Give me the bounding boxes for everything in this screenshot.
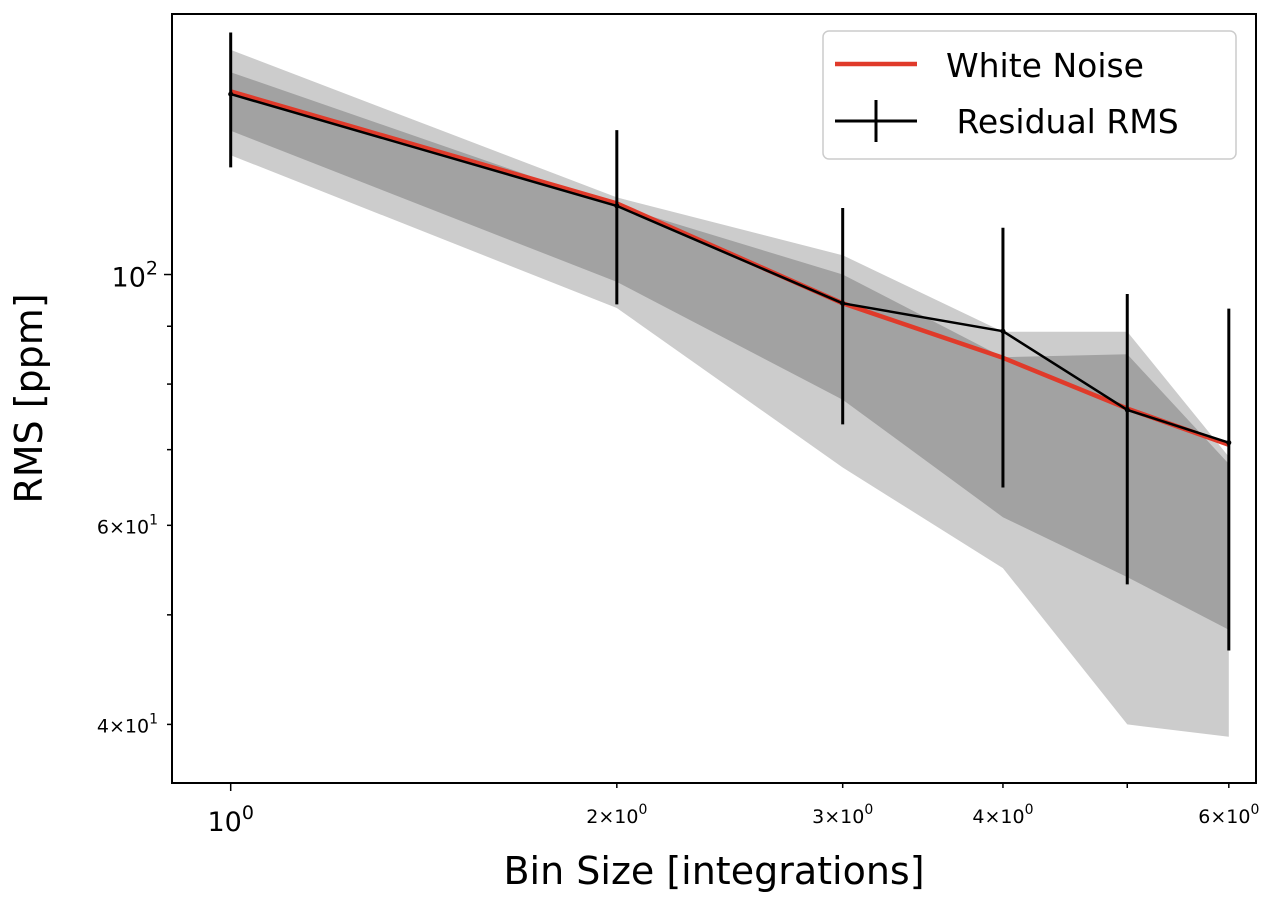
data-point-3 xyxy=(840,300,846,306)
data-point-2 xyxy=(614,203,620,209)
x-tick-label: 3×100 xyxy=(812,802,873,828)
y-axis-label: RMS [ppm] xyxy=(7,293,51,503)
plot-frame xyxy=(171,13,1257,784)
axis-ticks: 100 2×100 3×100 4×100 6×100 102 6×101 4×101 xyxy=(97,258,1260,838)
confidence-bands xyxy=(230,49,1229,737)
x-tick-label: 2×100 xyxy=(586,802,647,828)
y-tick-label: 6×101 xyxy=(97,512,158,538)
legend-box xyxy=(822,30,1237,160)
data-point-5 xyxy=(1124,407,1130,413)
y-tick-label: 4×101 xyxy=(97,711,158,737)
band-inner xyxy=(230,72,1229,630)
data-point-1 xyxy=(228,91,234,97)
x-tick-label: 6×100 xyxy=(1198,802,1259,828)
x-tick-label: 4×100 xyxy=(972,802,1033,828)
legend-white-noise-label: White Noise xyxy=(946,46,1144,85)
y-tick-label: 102 xyxy=(112,258,158,294)
legend: White Noise Residual RMS xyxy=(822,30,1237,160)
data-point-6 xyxy=(1226,440,1232,446)
legend-residual-rms-label: Residual RMS xyxy=(946,102,1179,141)
x-axis-label: Bin Size [integrations] xyxy=(503,849,924,893)
series-residual-rms-line xyxy=(230,92,1230,444)
data-point-4 xyxy=(1000,328,1006,334)
data-series xyxy=(228,32,1232,651)
x-tick-label: 100 xyxy=(207,802,253,838)
